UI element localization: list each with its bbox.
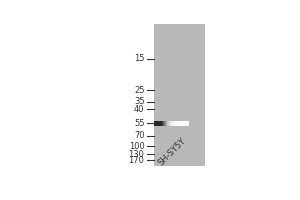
Bar [187, 121, 188, 126]
Bar [173, 121, 174, 126]
Bar [157, 121, 158, 126]
Text: 170: 170 [129, 156, 145, 165]
Bar [178, 121, 179, 126]
Text: 25: 25 [134, 86, 145, 95]
Bar [162, 121, 163, 126]
Bar [165, 121, 166, 126]
Bar [156, 121, 157, 126]
Bar [184, 121, 185, 126]
Bar [186, 121, 187, 126]
Text: 35: 35 [134, 97, 145, 106]
Text: 70: 70 [134, 131, 145, 140]
Bar [177, 121, 178, 126]
Bar [160, 121, 161, 126]
Bar [174, 121, 175, 126]
Bar [185, 121, 186, 126]
Bar [181, 121, 182, 126]
Bar [170, 121, 171, 126]
Bar [163, 121, 164, 126]
Bar [176, 121, 177, 126]
Text: 100: 100 [129, 142, 145, 151]
Bar [154, 121, 155, 126]
Text: 55: 55 [134, 119, 145, 128]
Bar [168, 121, 169, 126]
Bar [154, 121, 155, 126]
Bar [159, 121, 160, 126]
Bar [167, 121, 168, 126]
Bar [171, 121, 172, 126]
Bar [172, 121, 173, 126]
Bar [158, 121, 159, 126]
Bar [169, 121, 170, 126]
Text: 130: 130 [129, 150, 145, 159]
Text: 15: 15 [134, 54, 145, 63]
Bar [154, 24, 205, 166]
Bar [164, 121, 165, 126]
Text: 40: 40 [134, 105, 145, 114]
Bar [179, 121, 180, 126]
Bar [161, 121, 162, 126]
Bar [188, 121, 189, 126]
Bar [183, 121, 184, 126]
Text: SH-SY5Y: SH-SY5Y [157, 136, 188, 167]
Bar [155, 121, 156, 126]
Bar [180, 121, 181, 126]
Bar [175, 121, 176, 126]
Bar [182, 121, 183, 126]
